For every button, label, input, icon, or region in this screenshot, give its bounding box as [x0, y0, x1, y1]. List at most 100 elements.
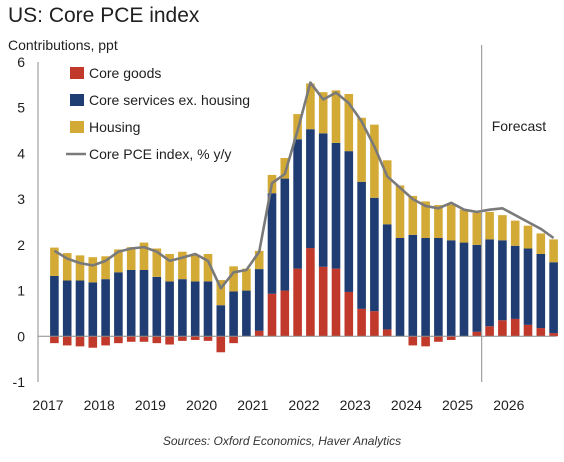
bar-segment: [382, 160, 392, 225]
bar-segment: [357, 117, 366, 182]
bar-segment: [293, 268, 302, 337]
bar-segment: [75, 336, 85, 347]
bar-segment: [536, 254, 546, 329]
y-axis-label: Contributions, ppt: [8, 37, 118, 53]
bar-segment: [216, 280, 226, 306]
x-tick-label: 2022: [288, 397, 319, 413]
bar-segment: [242, 268, 251, 291]
bar-segment: [498, 215, 507, 241]
bar-segment: [50, 336, 59, 344]
bar-segment: [459, 242, 469, 337]
bar-segment: [344, 94, 354, 152]
bar-segment: [88, 336, 98, 348]
y-tick-label: 5: [17, 100, 25, 116]
x-tick-label: 2019: [135, 397, 166, 413]
bar-segment: [126, 336, 136, 342]
bar-segment: [306, 83, 315, 130]
bar-segment: [408, 195, 418, 235]
bar-segment: [446, 204, 456, 241]
x-tick-label: 2023: [340, 397, 371, 413]
bar-segment: [126, 247, 136, 270]
bar-segment: [62, 336, 72, 346]
bar-segment: [254, 250, 264, 270]
chart-title: US: Core PCE index: [8, 4, 200, 27]
bar-segment: [459, 209, 469, 243]
bar-segment: [395, 185, 405, 238]
bar-segment: [203, 281, 213, 337]
bar-segment: [434, 238, 443, 337]
legend-label: Core goods: [89, 65, 161, 81]
bar-segment: [75, 280, 85, 337]
x-tick-label: 2020: [186, 397, 217, 413]
x-tick-label: 2026: [493, 397, 524, 413]
bar-segment: [306, 129, 315, 249]
bar-segment: [344, 291, 354, 337]
bar-segment: [536, 233, 546, 254]
bar-segment: [370, 311, 379, 337]
bar-segment: [88, 257, 98, 283]
bar-segment: [370, 197, 379, 312]
y-tick-label: 3: [17, 191, 25, 207]
bar-segment: [370, 124, 379, 198]
bar-segment: [485, 239, 494, 327]
bar-segment: [318, 133, 328, 267]
bar-segment: [434, 205, 443, 238]
bar-segment: [114, 272, 123, 337]
bar-segment: [267, 293, 277, 337]
x-tick-label: 2018: [84, 397, 115, 413]
bar-segment: [190, 281, 200, 337]
bar-segment: [318, 266, 328, 337]
bar-segment: [139, 336, 149, 342]
bar-segment: [280, 158, 290, 179]
bar-segment: [382, 329, 392, 337]
bar-segment: [485, 326, 494, 337]
bar-segment: [318, 92, 328, 134]
bar-segment: [229, 266, 238, 292]
legend-swatch: [70, 121, 84, 133]
bar-segment: [510, 220, 520, 246]
bar-segment: [165, 336, 174, 345]
bar-segment: [357, 308, 366, 337]
bar-segment: [101, 336, 110, 346]
y-tick-label: 6: [17, 54, 25, 70]
bar-segment: [62, 253, 72, 281]
bar-segment: [472, 244, 482, 332]
bar-segment: [498, 320, 507, 337]
y-tick-label: 0: [17, 328, 25, 344]
x-tick-label: 2021: [237, 397, 268, 413]
bar-segment: [280, 290, 290, 337]
bar-segment: [306, 248, 315, 337]
bar-segment: [152, 248, 162, 277]
bar-segment: [126, 270, 136, 337]
bar-segment: [152, 276, 162, 337]
bar-segment: [114, 336, 123, 344]
bar-segment: [88, 282, 98, 337]
bar-segment: [267, 193, 277, 294]
bar-segment: [446, 336, 456, 340]
y-tick-label: -1: [13, 374, 26, 390]
core-pce-line: [53, 81, 555, 290]
bar-segment: [152, 336, 162, 344]
bar-segment: [331, 142, 341, 269]
bar-segment: [203, 336, 213, 341]
bar-segment: [510, 318, 520, 337]
legend-label: Core services ex. housing: [89, 92, 250, 108]
bar-segment: [178, 336, 187, 341]
bar-segment: [178, 251, 187, 280]
legend-label: Core PCE index, % y/y: [89, 146, 231, 162]
bar-segment: [421, 336, 430, 347]
bar-segment: [421, 201, 430, 238]
bar-segment: [229, 336, 238, 344]
x-tick-label: 2025: [442, 397, 473, 413]
bar-segment: [293, 139, 302, 269]
bar-segment: [101, 279, 110, 337]
bar-segment: [216, 336, 226, 353]
bar-segment: [536, 328, 546, 337]
bar-segment: [382, 224, 392, 330]
bar-segment: [254, 269, 264, 331]
x-tick-label: 2017: [32, 397, 63, 413]
legend-swatch: [70, 94, 84, 106]
bar-segment: [178, 279, 187, 337]
bar-segment: [216, 305, 226, 337]
bar-segment: [331, 268, 341, 337]
